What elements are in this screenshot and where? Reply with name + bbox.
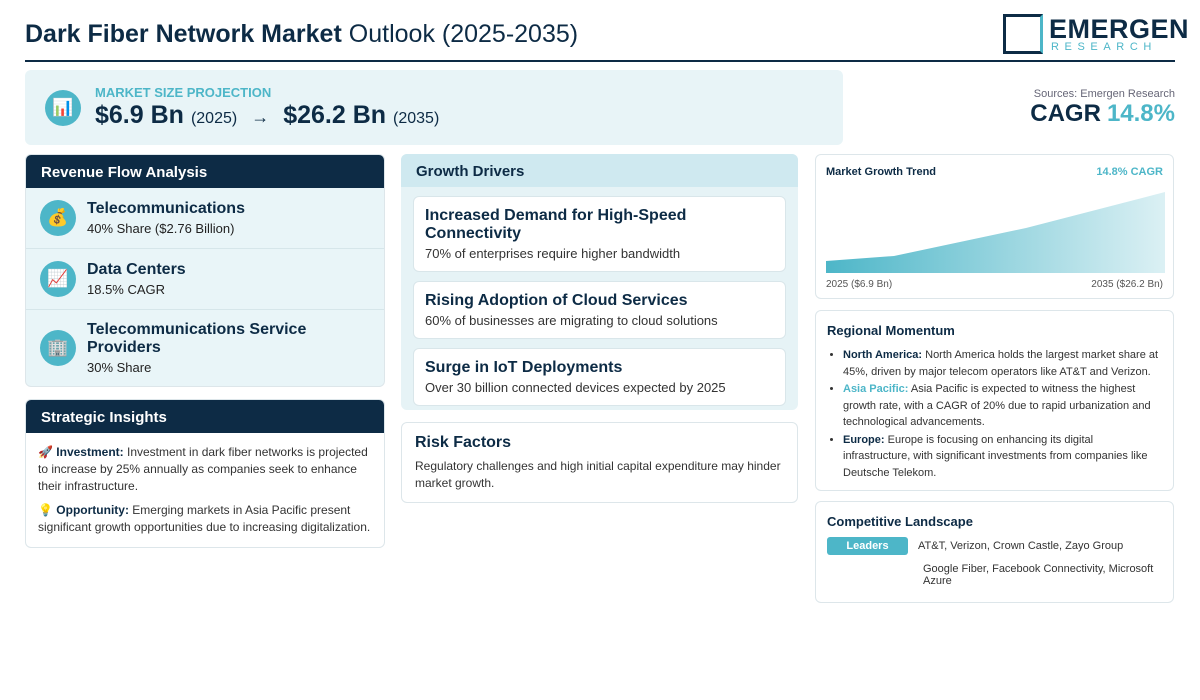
competitive-card: Competitive Landscape Leaders AT&T, Verizo… (815, 501, 1174, 603)
insight-label: Investment: (56, 445, 124, 459)
card-title: Growth Drivers (401, 154, 798, 187)
projection-icon: 📊 (45, 90, 81, 126)
insight: 🚀 Investment: Investment in dark fiber n… (38, 444, 372, 495)
revenue-icon: 🏢 (40, 330, 76, 366)
risk-card: Risk Factors Regulatory challenges and hi… (401, 422, 798, 503)
card-title: Strategic Insights (26, 400, 384, 433)
driver: Rising Adoption of Cloud Services 60% of … (413, 281, 786, 339)
insight: 💡 Opportunity: Emerging markets in Asia … (38, 502, 372, 536)
logo-main: EMERGEN (1049, 14, 1190, 44)
revenue-icon: 📈 (40, 261, 76, 297)
competitive-companies: AT&T, Verizon, Crown Castle, Zayo Group (918, 540, 1124, 552)
revenue-detail: 30% Share (87, 360, 152, 375)
area-shape (826, 192, 1165, 273)
region-text: Europe is focusing on enhancing its digi… (843, 433, 1148, 479)
driver-name: Increased Demand for High-Speed Connecti… (425, 207, 687, 242)
driver: Surge in IoT Deployments Over 30 billion … (413, 348, 786, 406)
driver-name: Rising Adoption of Cloud Services (425, 292, 688, 309)
revenue-item: 💰 Telecommunications 40% Share ($2.76 Bill… (26, 188, 384, 249)
region-text: North America holds the largest market s… (843, 349, 1159, 378)
source: Sources: Emergen Research (1033, 88, 1175, 100)
title: Dark Fiber Network Market Outlook (2025-2… (25, 20, 578, 49)
title-rest: Outlook (2025-2035) (348, 20, 579, 48)
competitive-row: Leaders AT&T, Verizon, Crown Castle, Zayo… (827, 537, 1162, 555)
revenue-detail: 18.5% CAGR (87, 282, 166, 297)
revenue-text: Data Centers 18.5% CAGR (87, 261, 186, 297)
insights-body: 🚀 Investment: Investment in dark fiber n… (26, 433, 384, 547)
regional-list: North America: North America holds the l… (827, 347, 1162, 481)
title-bold: Dark Fiber Network Market (25, 20, 342, 48)
end-value: $26.2 Bn (283, 101, 387, 129)
drivers-card: Growth Drivers Increased Demand for High-… (401, 154, 798, 410)
projection-panel: 📊 MARKET SIZE PROJECTION $6.9 Bn (2025) → $… (25, 70, 843, 145)
insight-text: Emerging markets in Asia Pacific present… (38, 503, 371, 534)
revenue-name: Telecommunications (87, 200, 245, 217)
trend-start: 2025 ($6.9 Bn) (826, 279, 893, 290)
logo-mark (1003, 14, 1043, 54)
region: North America: North America holds the l… (843, 347, 1162, 380)
revenue-icon: 💰 (40, 200, 76, 236)
region: Asia Pacific: Asia Pacific is expected t… (843, 381, 1162, 431)
insight-label: Opportunity: (56, 503, 129, 517)
logo-sub: RESEARCH (1051, 41, 1157, 53)
projection-label: MARKET SIZE PROJECTION (95, 85, 272, 100)
driver-detail: Over 30 billion connected devices expect… (425, 380, 726, 395)
trend-title: Market Growth Trend (826, 166, 937, 178)
revenue-text: Telecommunications 40% Share ($2.76 Billi… (87, 200, 245, 236)
start-value: $6.9 Bn (95, 101, 184, 129)
arrow: → (251, 107, 270, 127)
cagr: CAGR 14.8% (1030, 100, 1175, 128)
driver: Increased Demand for High-Speed Connecti… (413, 196, 786, 272)
revenue-name: Data Centers (87, 261, 186, 278)
driver-name: Surge in IoT Deployments (425, 359, 623, 376)
competitive-companies: Google Fiber, Facebook Connectivity, Mic… (923, 563, 1154, 587)
insight-icon: 💡 (38, 503, 53, 517)
projection-values: $6.9 Bn (2025) → $26.2 Bn (2035) (95, 101, 453, 130)
competitive-row: Innovators Google Fiber, Facebook Connect… (827, 563, 1162, 587)
revenue-card: Revenue Flow Analysis 💰 Telecommunications… (25, 154, 385, 387)
risk-title: Risk Factors (415, 434, 512, 451)
revenue-name: Telecommunications Service Providers (87, 321, 307, 356)
driver-detail: 70% of enterprises require higher bandwi… (425, 246, 681, 261)
insight-text: Investment in dark fiber networks is pro… (38, 445, 368, 493)
revenue-item: 📈 Data Centers 18.5% CAGR (26, 249, 384, 310)
region-text: Asia Pacific is expected to witness the … (843, 383, 1151, 428)
risk-text: Regulatory challenges and high initial c… (415, 459, 781, 490)
regional-title: Regional Momentum (827, 323, 955, 338)
revenue-item: 🏢 Telecommunications Service Providers 30%… (26, 310, 384, 386)
cagr-label: CAGR (1030, 100, 1101, 127)
region-name: Asia Pacific: (843, 383, 909, 395)
logo: EMERGEN RESEARCH (1003, 14, 1189, 56)
insight-icon: 🚀 (38, 445, 53, 459)
region-name: North America: (843, 349, 923, 361)
region-name: Europe: (843, 433, 885, 446)
driver-detail: 60% of businesses are migrating to cloud… (425, 313, 718, 328)
end-year: (2035) (393, 110, 440, 127)
revenue-detail: 40% Share ($2.76 Billion) (87, 221, 235, 236)
header-rule (25, 60, 1175, 62)
trend-end: 2035 ($26.2 Bn) (1091, 279, 1163, 290)
insights-card: Strategic Insights 🚀 Investment: Investme… (25, 399, 385, 548)
regional-card: Regional Momentum North America: North Am… (815, 310, 1174, 491)
revenue-text: Telecommunications Service Providers 30% … (87, 321, 370, 375)
start-year: (2025) (190, 110, 238, 127)
cagr-value: 14.8% (1106, 100, 1175, 127)
trend-area (826, 192, 1165, 273)
competitive-tag: Leaders (827, 537, 908, 555)
trend-card: Market Growth Trend 14.8% CAGR 2025 ($6.… (815, 154, 1174, 299)
card-title: Revenue Flow Analysis (26, 155, 384, 188)
competitive-title: Competitive Landscape (827, 514, 973, 529)
trend-badge: 14.8% CAGR (1096, 166, 1163, 178)
competitive-tag: Innovators (841, 569, 899, 581)
region: Europe: Europe is focusing on enhancing … (843, 432, 1162, 482)
